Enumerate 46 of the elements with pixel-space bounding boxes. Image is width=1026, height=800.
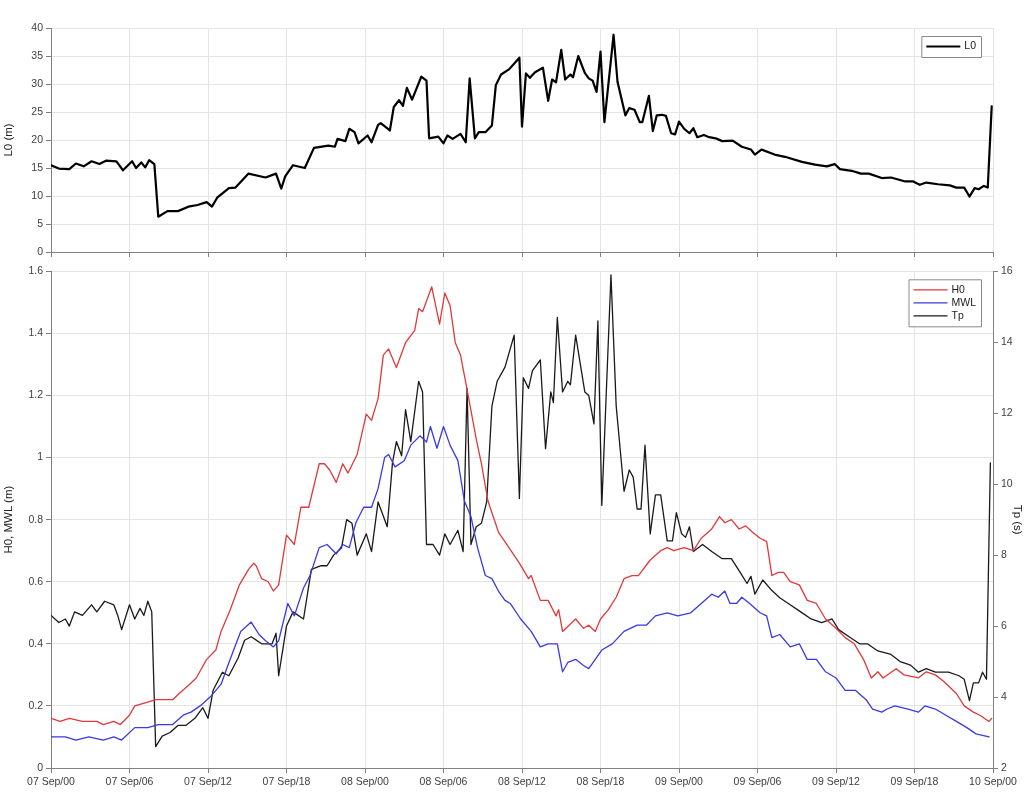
x-tick-label: 08 Sep/06 — [419, 775, 468, 788]
x-tick-label: 08 Sep/12 — [498, 775, 547, 788]
y-tick-label: 30 — [31, 76, 44, 89]
y2-tick-label: 8 — [1001, 548, 1007, 561]
y-tick-label: 1.4 — [28, 326, 44, 339]
x-tick-label: 07 Sep/12 — [184, 775, 233, 788]
y-tick-label: 0.2 — [28, 698, 44, 711]
y-tick-label: 0 — [37, 760, 44, 773]
y-tick-label: 35 — [31, 48, 44, 61]
x-tick-label: 09 Sep/06 — [733, 775, 782, 788]
x-tick-label: 07 Sep/00 — [27, 775, 76, 788]
y2-tick-label: 4 — [1001, 689, 1007, 702]
legend-label: MWL — [951, 295, 977, 308]
x-tick-label: 07 Sep/18 — [262, 775, 311, 788]
y2-tick-label: 16 — [1001, 264, 1013, 277]
y-tick-label: 0.4 — [28, 636, 44, 649]
x-tick-label: 08 Sep/00 — [341, 775, 390, 788]
legend-label: Tp — [951, 308, 964, 321]
y2-tick-label: 12 — [1001, 406, 1013, 419]
y-tick-label: 5 — [37, 216, 44, 229]
legend-label: L0 — [964, 39, 977, 52]
legend-label: H0 — [951, 282, 966, 295]
y2-tick-label: 10 — [1001, 477, 1013, 490]
y2-tick-label: 14 — [1001, 335, 1013, 348]
x-tick-label: 07 Sep/06 — [105, 775, 154, 788]
y-tick-label: 10 — [31, 188, 44, 201]
y-tick-label: 0.8 — [28, 512, 44, 525]
y2-tick-label: 2 — [1001, 760, 1007, 773]
x-tick-label: 08 Sep/18 — [576, 775, 625, 788]
y-tick-label: 40 — [31, 20, 44, 33]
x-tick-label: 10 Sep/00 — [969, 775, 1018, 788]
y-tick-label: 1 — [37, 450, 44, 463]
y-axis-title: L0 (m) — [2, 123, 15, 157]
y-tick-label: 0.6 — [28, 574, 44, 587]
x-tick-label: 09 Sep/12 — [812, 775, 861, 788]
y-tick-label: 0 — [37, 244, 44, 257]
y-axis-title: H0, MWL (m) — [2, 485, 15, 554]
y2-tick-label: 6 — [1001, 618, 1007, 631]
y-tick-label: 1.6 — [28, 264, 44, 277]
x-tick-label: 09 Sep/00 — [655, 775, 704, 788]
y-tick-label: 25 — [31, 104, 44, 117]
y2-axis-title: Tp (s) — [1011, 504, 1024, 535]
y-tick-label: 15 — [31, 160, 44, 173]
x-tick-label: 09 Sep/18 — [890, 775, 939, 788]
y-tick-label: 1.2 — [28, 388, 44, 401]
y-tick-label: 20 — [31, 132, 44, 145]
